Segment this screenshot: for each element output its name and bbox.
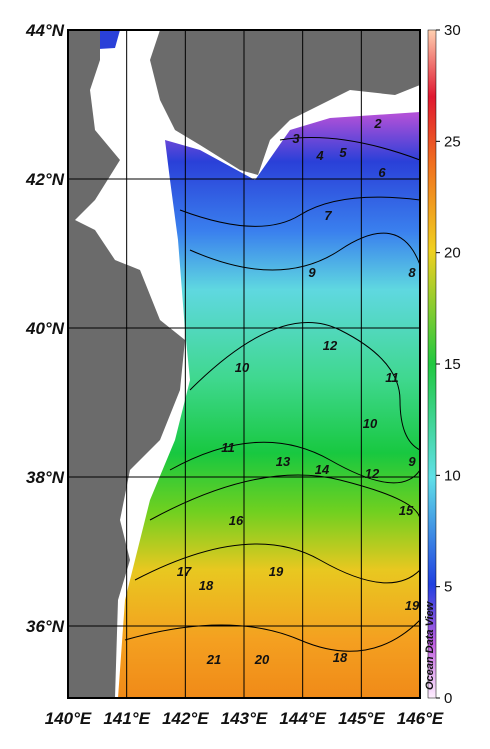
contour-label: 11 bbox=[221, 440, 235, 455]
lon-label: 140°E bbox=[45, 709, 92, 728]
colorbar-tick-label: 0 bbox=[444, 690, 452, 707]
lat-label: 44°N bbox=[25, 21, 65, 40]
colorbar-tick-label: 10 bbox=[444, 467, 461, 484]
contour-label: 20 bbox=[254, 652, 270, 667]
lat-label: 38°N bbox=[26, 468, 65, 487]
contour-label: 11 bbox=[385, 370, 399, 385]
contour bbox=[179, 196, 420, 227]
lat-label: 40°N bbox=[25, 319, 65, 338]
contour-label: 16 bbox=[229, 513, 244, 528]
lon-label: 146°E bbox=[397, 709, 444, 728]
lon-label: 141°E bbox=[103, 709, 150, 728]
colorbar-tick-label: 25 bbox=[444, 133, 461, 150]
contour-label: 19 bbox=[405, 598, 420, 613]
contour-label: 9 bbox=[308, 265, 316, 280]
contour bbox=[124, 619, 420, 652]
lat-label: 36°N bbox=[26, 617, 65, 636]
colorbar-tick-label: 5 bbox=[444, 579, 452, 596]
contour-label: 5 bbox=[339, 145, 347, 160]
contour-label: 8 bbox=[408, 265, 416, 280]
colorbar-tick-label: 20 bbox=[444, 245, 461, 262]
contour-label: 2 bbox=[373, 116, 382, 131]
contour-label: 19 bbox=[269, 564, 284, 579]
contour-label: 3 bbox=[292, 131, 300, 146]
contour bbox=[189, 232, 420, 271]
contour bbox=[279, 137, 420, 161]
colorbar-tick-label: 30 bbox=[444, 22, 461, 39]
contour bbox=[169, 441, 420, 484]
contour-label: 9 bbox=[408, 454, 416, 469]
contour-label: 10 bbox=[363, 416, 378, 431]
contour-label: 4 bbox=[315, 148, 324, 163]
land-hokkaido bbox=[150, 30, 420, 175]
contour-label: 13 bbox=[276, 454, 291, 469]
contour-label: 18 bbox=[333, 650, 348, 665]
contour bbox=[134, 543, 420, 584]
contour-label: 10 bbox=[235, 360, 250, 375]
contour-label: 18 bbox=[199, 578, 214, 593]
colorbar-tick-label: 15 bbox=[444, 356, 461, 373]
lon-label: 145°E bbox=[338, 709, 385, 728]
contour-label: 12 bbox=[365, 466, 380, 481]
contour-label: 12 bbox=[323, 338, 338, 353]
sea-field bbox=[118, 112, 420, 698]
contour-label: 6 bbox=[378, 165, 386, 180]
lon-label: 142°E bbox=[162, 709, 209, 728]
contour-label: 17 bbox=[177, 564, 192, 579]
credit: Ocean Data View bbox=[424, 600, 436, 690]
colorbar bbox=[427, 29, 437, 699]
lon-label: 143°E bbox=[221, 709, 268, 728]
contour-label: 15 bbox=[399, 503, 414, 518]
contour-label: 7 bbox=[324, 208, 332, 223]
lat-label: 42°N bbox=[25, 170, 65, 189]
contour bbox=[189, 322, 420, 451]
contour-label: 21 bbox=[206, 652, 221, 667]
lon-label: 144°E bbox=[279, 709, 326, 728]
contour-label: 14 bbox=[315, 462, 330, 477]
